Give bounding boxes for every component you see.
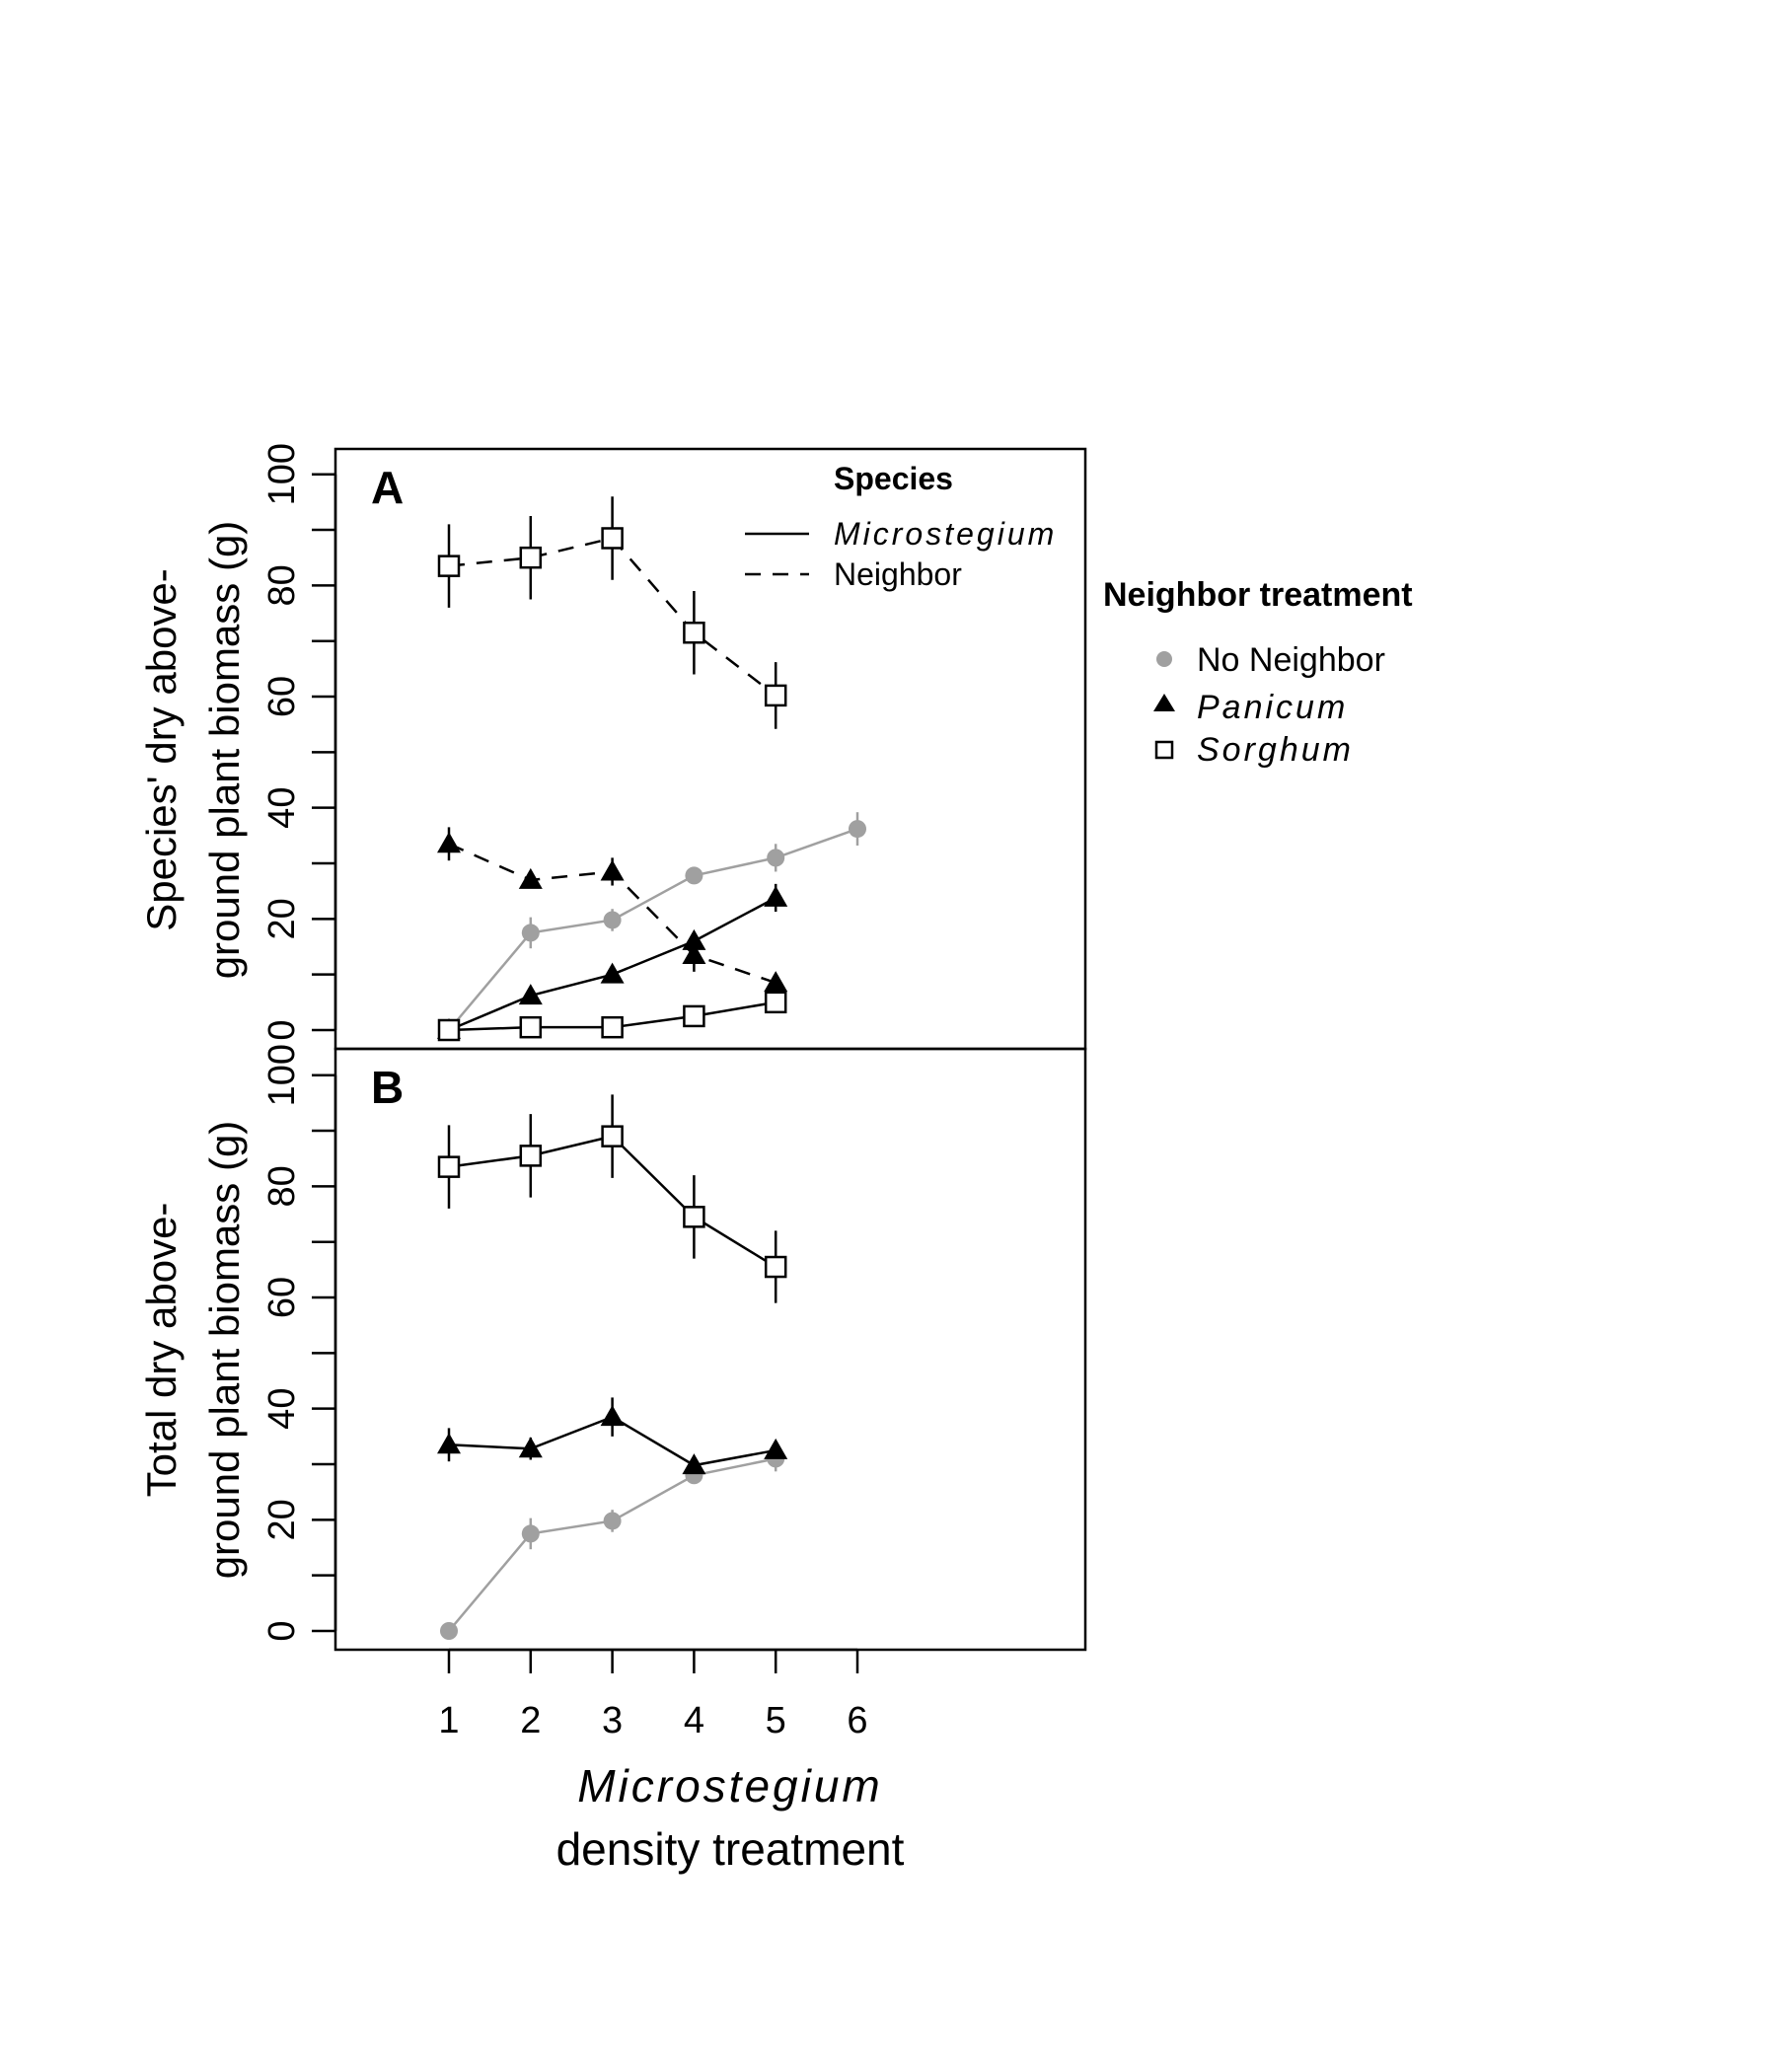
sorghum-point — [519, 546, 543, 569]
legend-sorghum-marker — [1154, 740, 1174, 760]
no-neighbor-point — [440, 1622, 458, 1640]
y-tick-label: 80 — [261, 1165, 303, 1207]
panel-a-no_neighbor-microstegium-line — [448, 827, 858, 1031]
sorghum-point — [683, 1004, 705, 1028]
panicum-point — [764, 885, 788, 907]
sorghum-point — [601, 527, 624, 550]
no-neighbor-point — [521, 1524, 540, 1543]
panicum-point — [600, 859, 625, 881]
sorghum-point — [519, 1145, 543, 1167]
no-neighbor-point — [603, 911, 622, 929]
panicum-point — [437, 1433, 461, 1454]
legend-microstegium-label: Microstegium — [834, 516, 1057, 552]
y-tick-label: 100 — [261, 1044, 303, 1106]
neighbor-legend-title: Neighbor treatment — [1103, 576, 1413, 614]
sorghum-point — [764, 991, 787, 1014]
panicum-point — [600, 962, 625, 984]
svg-text:ground plant biomass (g): ground plant biomass (g) — [201, 1121, 248, 1580]
sorghum-point — [519, 1015, 543, 1039]
x-axis-title-line2: density treatment — [556, 1823, 905, 1875]
sorghum-point — [437, 555, 461, 577]
sorghum-point — [683, 621, 705, 644]
x-tick-label: 2 — [520, 1700, 541, 1741]
panel-b-no_neighbor-total-line — [448, 1457, 777, 1632]
neighbor-legend: Neighbor treatment No Neighbor Panicum S… — [1103, 576, 1413, 769]
x-axis-title-line1: Microstegium — [577, 1760, 883, 1812]
y-tick-label-text: 60 — [261, 676, 303, 717]
y-tick-label: 40 — [261, 1388, 303, 1430]
species-legend: Species Microstegium Neighbor — [745, 461, 1057, 592]
panel-a-y-axis-title: Species' dry above- ground plant biomass… — [138, 521, 248, 980]
legend-panicum-label: Panicum — [1197, 689, 1348, 726]
x-tick-label: 4 — [684, 1700, 704, 1741]
sorghum-point — [683, 1206, 705, 1228]
y-tick-label-text: 20 — [261, 898, 303, 939]
panel-b-letter: B — [371, 1062, 404, 1113]
svg-text:Species' dry above-: Species' dry above- — [138, 568, 185, 931]
no-neighbor-point — [685, 866, 703, 885]
y-tick-label: 100 — [261, 443, 303, 505]
panicum-point — [518, 984, 543, 1005]
y-tick-label: 20 — [261, 898, 303, 939]
sorghum-point — [764, 684, 787, 707]
panicum-point — [764, 971, 788, 993]
y-tick-label-text: 0 — [261, 1019, 303, 1040]
species-legend-title: Species — [834, 461, 953, 496]
y-tick-label: 0 — [261, 1620, 303, 1641]
svg-text:Total dry above-: Total dry above- — [138, 1203, 185, 1498]
sorghum-point — [601, 1125, 624, 1147]
y-tick-label: 60 — [261, 676, 303, 717]
x-tick-label: 5 — [766, 1700, 786, 1741]
y-tick-label-text: 100 — [261, 1044, 303, 1106]
no-neighbor-point — [521, 924, 540, 942]
panicum-point — [437, 832, 461, 853]
panicum-point — [682, 1453, 706, 1475]
y-tick-label-text: 40 — [261, 787, 303, 829]
sorghum-point — [764, 1255, 787, 1279]
no-neighbor-point — [849, 820, 866, 839]
y-tick-label: 0 — [261, 1019, 303, 1040]
svg-text:ground plant biomass (g): ground plant biomass (g) — [201, 521, 248, 980]
no-neighbor-point — [603, 1512, 622, 1530]
y-tick-label-text: 80 — [261, 564, 303, 606]
legend-no-neighbor-marker — [1156, 651, 1172, 667]
y-tick-label-text: 0 — [261, 1620, 303, 1641]
panel-a-letter: A — [371, 462, 404, 513]
legend-sorghum-label: Sorghum — [1197, 731, 1354, 769]
no-neighbor-point — [767, 849, 785, 867]
sorghum-point — [437, 1018, 461, 1042]
panicum-point — [764, 1438, 788, 1459]
y-tick-label-text: 60 — [261, 1277, 303, 1318]
x-tick-label: 1 — [438, 1700, 459, 1741]
panicum-point — [518, 867, 543, 889]
y-tick-label: 20 — [261, 1499, 303, 1540]
panicum-point — [518, 1437, 543, 1458]
sorghum-point — [601, 1015, 624, 1039]
y-tick-label: 80 — [261, 564, 303, 606]
legend-no-neighbor-label: No Neighbor — [1197, 641, 1385, 679]
legend-panicum-marker — [1153, 694, 1175, 711]
sorghum-point — [437, 1155, 461, 1178]
y-tick-label: 40 — [261, 787, 303, 829]
panel-b-y-axis-title: Total dry above- ground plant biomass (g… — [138, 1121, 248, 1580]
y-tick-label: 60 — [261, 1277, 303, 1318]
y-tick-label-text: 40 — [261, 1388, 303, 1430]
y-tick-label-text: 100 — [261, 443, 303, 505]
x-tick-label: 6 — [847, 1700, 867, 1741]
legend-neighbor-label: Neighbor — [834, 556, 962, 592]
y-tick-label-text: 20 — [261, 1499, 303, 1540]
panicum-point — [682, 942, 706, 964]
y-tick-label-text: 80 — [261, 1165, 303, 1207]
x-tick-label: 3 — [602, 1700, 623, 1741]
panicum-point — [600, 1405, 625, 1427]
